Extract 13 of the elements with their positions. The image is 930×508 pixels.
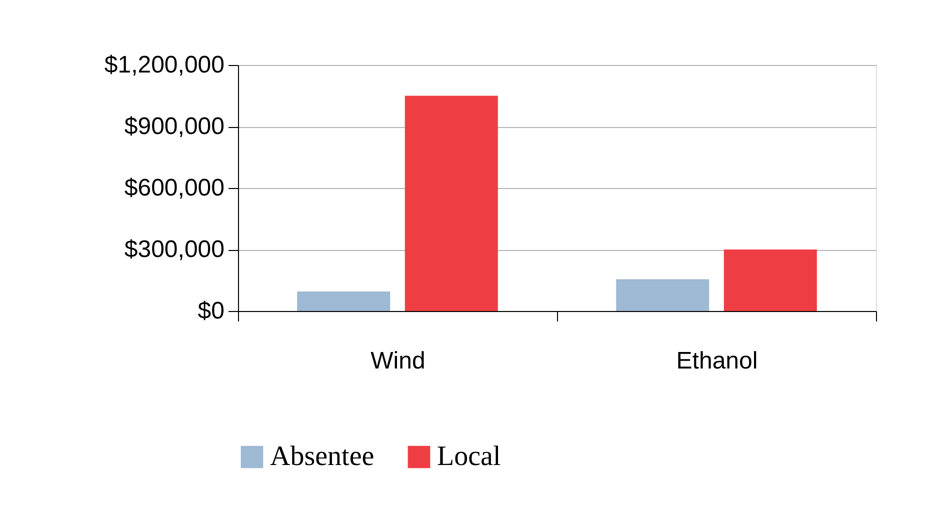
y-tick-label: $1,200,000 [104,52,224,78]
bar [297,292,390,311]
bar [404,96,498,311]
bar [724,250,817,311]
legend-label: Absentee [270,441,374,472]
y-tick-label: $300,000 [124,236,224,263]
y-tick-label: $0 [198,298,224,324]
legend-label: Local [437,441,501,472]
y-tick-label: $900,000 [124,113,224,140]
y-tick-label: $600,000 [124,174,224,202]
x-tick-label: Wind [370,348,426,374]
bar [616,279,710,311]
x-tick-label: Ethanol [676,348,758,374]
